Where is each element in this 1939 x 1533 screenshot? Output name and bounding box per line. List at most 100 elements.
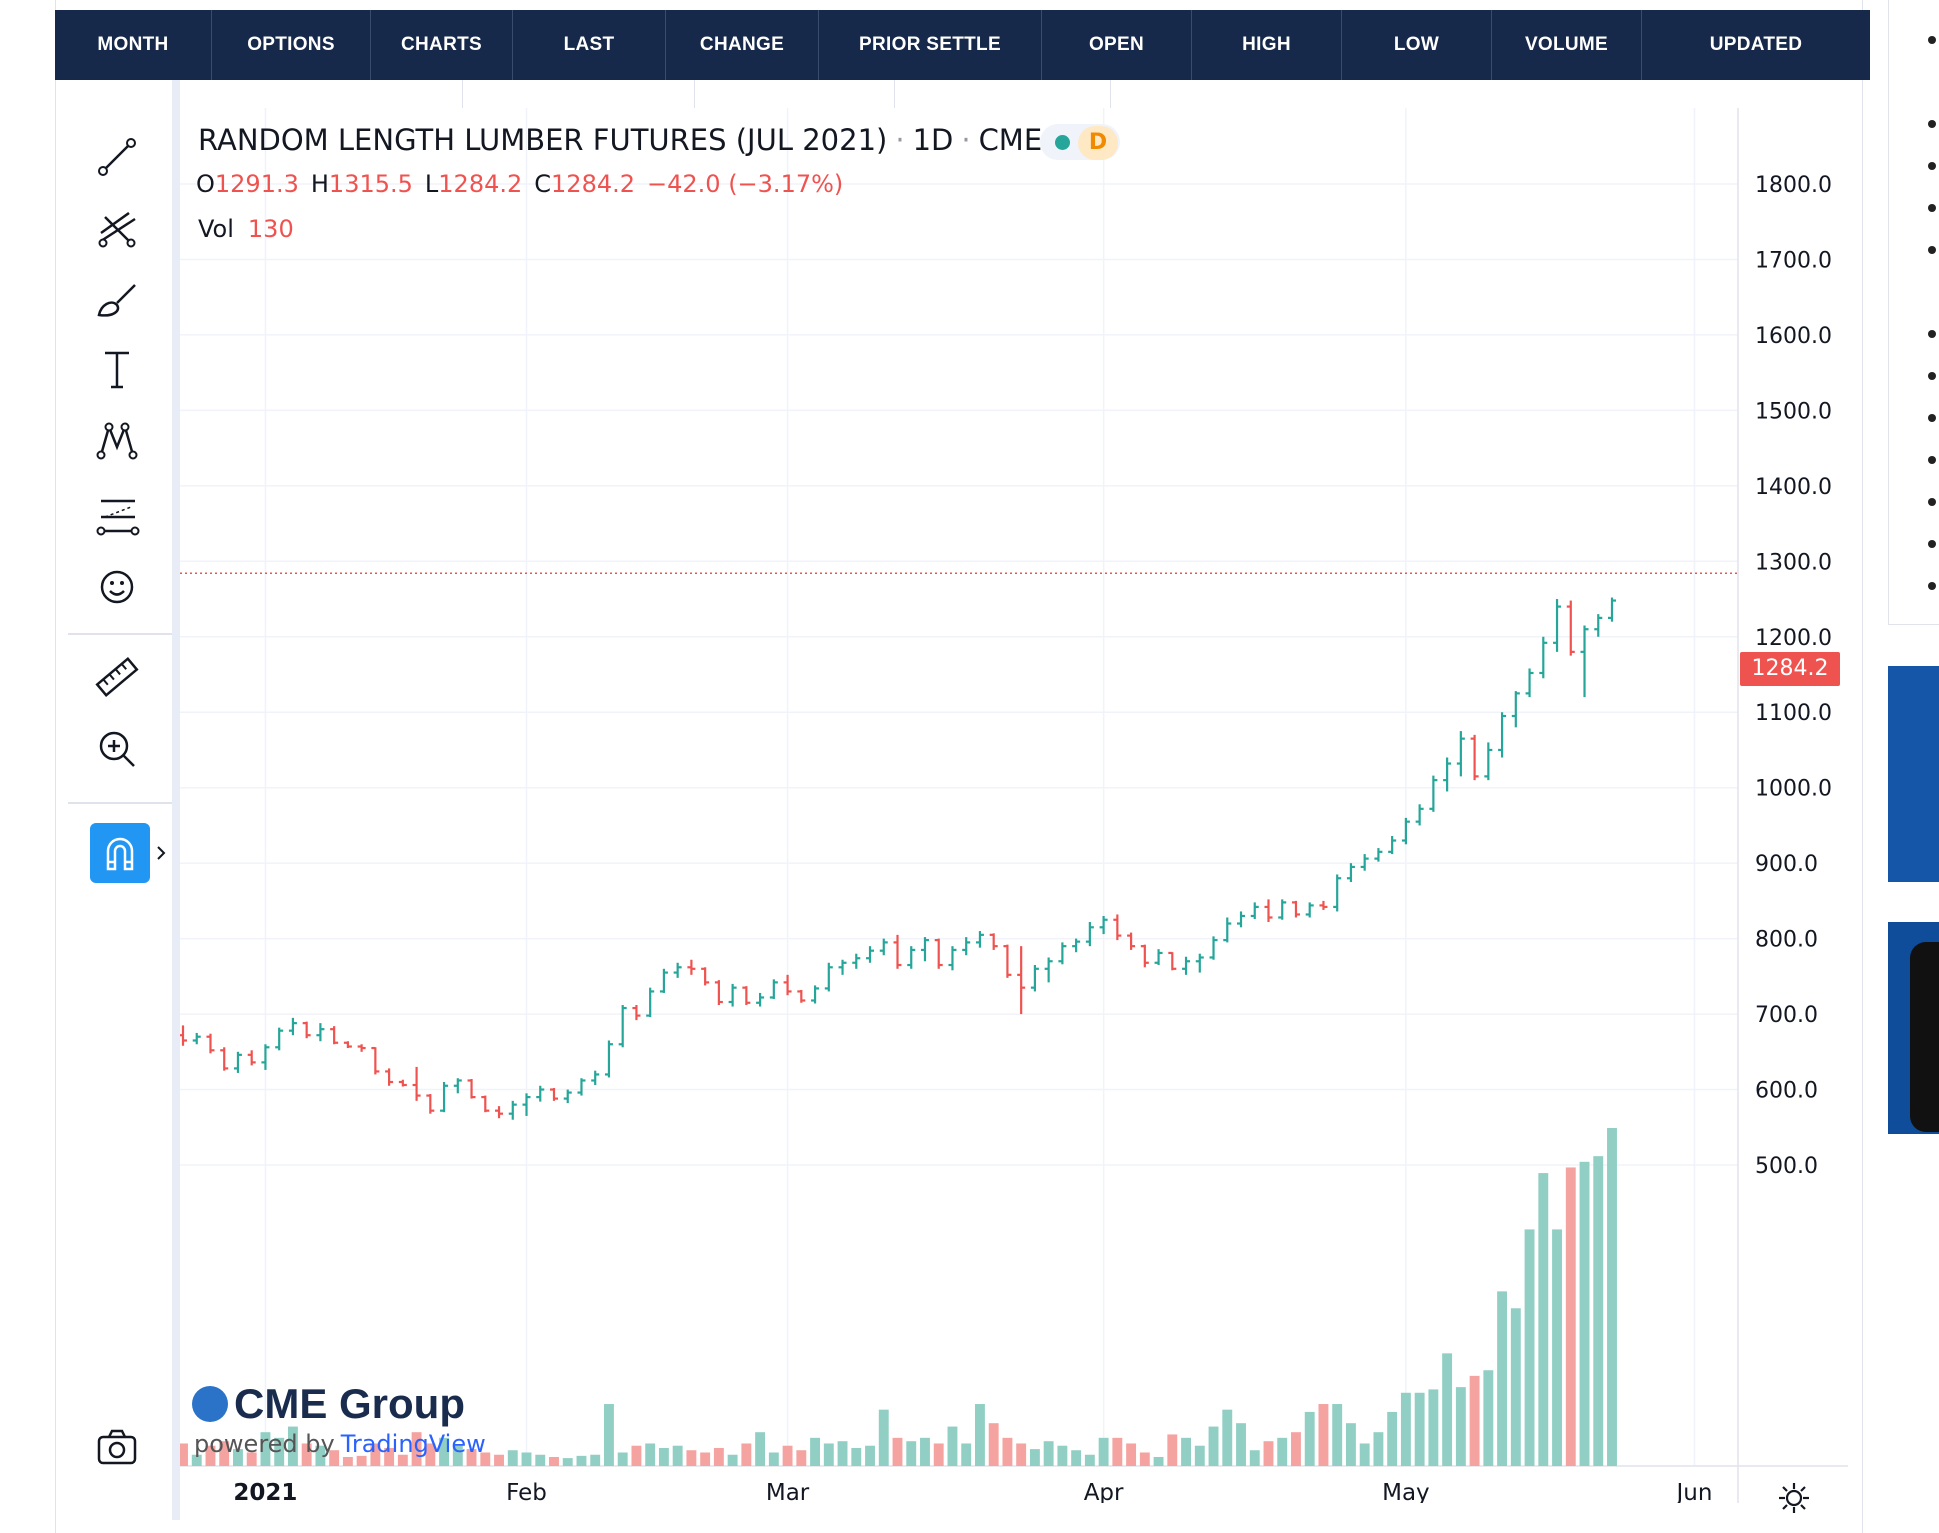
symbol-name[interactable]: RANDOM LENGTH LUMBER FUTURES (JUL 2021)	[198, 123, 888, 157]
ohlc-bar	[1182, 956, 1191, 975]
volume-bar	[205, 1445, 216, 1466]
volume-bar	[1497, 1291, 1508, 1466]
ohlc-bar	[1154, 949, 1163, 966]
col-charts[interactable]: CHARTS	[371, 10, 513, 80]
volume-bar	[1469, 1375, 1480, 1466]
col-options[interactable]: OPTIONS	[212, 10, 371, 80]
toolbar-divider	[68, 802, 172, 804]
volume-bar	[1263, 1441, 1274, 1466]
ohlc-bar	[1058, 942, 1067, 965]
toolbar-separator	[894, 80, 895, 108]
toolbar-separator	[462, 80, 463, 108]
emoji-icon[interactable]	[90, 560, 144, 614]
fib-icon[interactable]	[90, 200, 144, 254]
ohlc-bar	[618, 1005, 627, 1048]
interval[interactable]: 1D	[912, 123, 954, 157]
x-tick-label: 2021	[233, 1480, 297, 1503]
volume-bar	[892, 1437, 903, 1466]
volume-bar	[1428, 1389, 1439, 1466]
ohlc-bar	[453, 1078, 462, 1094]
ohlc-bar	[1470, 734, 1479, 781]
ohlc-bar	[1429, 775, 1438, 812]
ohlc-bar	[1456, 731, 1465, 777]
col-change[interactable]: CHANGE	[666, 10, 819, 80]
ruler-icon[interactable]	[90, 650, 144, 704]
volume-bar	[397, 1454, 408, 1466]
ohlc-bar	[866, 946, 875, 963]
y-tick-label: 900.0	[1755, 852, 1818, 877]
volume-bar	[1483, 1370, 1494, 1466]
text-icon[interactable]	[90, 342, 144, 396]
volume-bar	[1222, 1409, 1233, 1466]
y-tick-label: 1600.0	[1755, 324, 1832, 349]
ohlc-bar	[247, 1050, 256, 1066]
ohlc-bar	[742, 986, 751, 1006]
settings-gear-icon[interactable]	[1776, 1480, 1812, 1516]
volume-bar	[658, 1447, 669, 1466]
ohlc-bar	[646, 987, 655, 1018]
x-tick-label: May	[1382, 1480, 1430, 1503]
col-prior-settle[interactable]: PRIOR SETTLE	[819, 10, 1042, 80]
ohlc-bar	[1195, 953, 1204, 973]
col-updated[interactable]: UPDATED	[1709, 34, 1803, 55]
col-open[interactable]: OPEN	[1042, 10, 1192, 80]
volume-bar	[480, 1452, 491, 1466]
col-month[interactable]: MONTH	[55, 10, 212, 80]
ohlc-bar	[440, 1081, 449, 1113]
volume-bar	[700, 1452, 711, 1466]
volume-bar	[411, 1432, 422, 1466]
pattern-icon[interactable]	[90, 414, 144, 468]
forecast-icon[interactable]	[90, 488, 144, 542]
col-high[interactable]: HIGH	[1192, 10, 1342, 80]
ohlc-bar	[1319, 900, 1328, 910]
toolbar-separator	[694, 80, 695, 108]
ohlc-bar	[1346, 863, 1355, 883]
ohlc-bar	[233, 1051, 242, 1073]
volume-bar	[1524, 1229, 1535, 1466]
ohlc-bar	[563, 1089, 572, 1104]
magnet-icon[interactable]	[90, 823, 150, 883]
delayed-badge[interactable]: D	[1078, 126, 1118, 160]
volume-bar	[1345, 1423, 1356, 1466]
price-chart[interactable]: 1800.0 1700.0 1600.0 1500.0 1400.0 1300.0 1200…	[180, 108, 1848, 1503]
volume-bar	[1084, 1454, 1095, 1466]
volume-bar	[933, 1443, 944, 1466]
y-tick-label: 1400.0	[1755, 475, 1832, 500]
x-tick-label: Mar	[766, 1480, 810, 1503]
tradingview-link[interactable]: TradingView	[340, 1430, 486, 1458]
volume-bar	[549, 1456, 559, 1466]
page-frame	[55, 0, 1863, 1533]
sidebar-border	[1888, 624, 1939, 625]
volume-bar	[590, 1454, 601, 1466]
col-low[interactable]: LOW	[1342, 10, 1492, 80]
ohlc-values: O1291.3 H1315.5 L1284.2 C1284.2 −42.0 (−3.17…	[196, 170, 855, 198]
ohlc-bar	[426, 1094, 435, 1114]
ohlc-bar	[1278, 899, 1287, 920]
chevron-right-icon[interactable]	[152, 836, 172, 870]
zoom-in-icon[interactable]	[90, 722, 144, 776]
ohlc-bar	[357, 1044, 366, 1052]
open-label: O	[196, 170, 215, 198]
list-bullet	[1928, 36, 1936, 44]
ohlc-bar	[1072, 938, 1081, 953]
volume-bar	[727, 1454, 738, 1466]
chart-area[interactable]: 1800.0 1700.0 1600.0 1500.0 1400.0 1300.0 1200…	[180, 108, 1848, 1503]
ohlc-bar	[412, 1066, 421, 1101]
ohlc-bar	[1237, 911, 1246, 928]
volume-bar	[631, 1445, 642, 1466]
list-bullet	[1928, 246, 1936, 254]
x-tick-label: Apr	[1084, 1480, 1124, 1503]
ohlc-bar	[1003, 944, 1012, 978]
col-volume[interactable]: VOLUME	[1492, 10, 1642, 80]
sidebar-ad-banner[interactable]	[1888, 666, 1939, 882]
volume-bar	[1098, 1437, 1109, 1466]
ohlc-bar	[1511, 691, 1520, 728]
futures-table-header: MONTH OPTIONS CHARTS LAST CHANGE PRIOR S…	[55, 10, 1870, 80]
trendline-icon[interactable]	[90, 130, 144, 184]
brush-icon[interactable]	[90, 272, 144, 326]
col-last[interactable]: LAST	[513, 10, 666, 80]
ohlc-bar	[288, 1017, 297, 1036]
camera-icon[interactable]	[90, 1420, 144, 1474]
volume-bar	[384, 1447, 395, 1466]
volume-bar	[1167, 1434, 1178, 1466]
